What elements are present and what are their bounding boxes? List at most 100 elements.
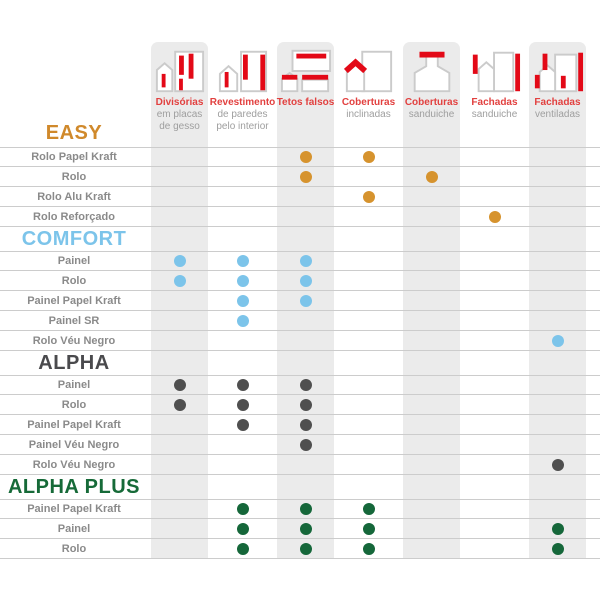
table-row: Rolo Reforçado [0,207,600,227]
matrix-cell [526,376,589,394]
matrix-cell [337,455,400,474]
row-label-cell: Painel [0,252,148,270]
matrix-cell [400,252,463,270]
column-icon-host [532,48,584,94]
matrix-cell [211,376,274,394]
matrix-cell [526,311,589,330]
matrix-cell [274,271,337,290]
matrix-cell [337,291,400,310]
easy-heading-slot: EASY [46,122,102,144]
row-label: Rolo [61,170,87,183]
matrix-cell [337,331,400,350]
column-subtitle-line: sanduiche [408,109,455,120]
matrix-cell [148,500,211,518]
matrix-cell [211,519,274,538]
matrix-cell [148,291,211,310]
table-row: Painel [0,251,600,271]
product-application-dot [488,210,501,223]
matrix-cell [337,519,400,538]
product-application-dot [236,542,249,555]
column-header: Revestimento de paredes pelo interior [210,42,275,147]
row-label: Rolo Reforçado [33,210,115,223]
matrix-cell [463,331,526,350]
row-label-cell: Rolo Reforçado [0,207,148,226]
matrix-cell [400,519,463,538]
section-heading-row: ALPHA PLUS [0,475,600,499]
table-row: Rolo [0,395,600,415]
matrix-cell [463,415,526,434]
matrix-cell [526,519,589,538]
matrix-cell [148,455,211,474]
matrix-cell [274,291,337,310]
product-application-dot [551,458,564,471]
matrix-cell [211,539,274,558]
product-application-dot [236,522,249,535]
product-application-dot [551,542,564,555]
matrix-cell [211,455,274,474]
product-application-dot [299,255,312,267]
matrix-cell [148,148,211,166]
product-application-dot [362,190,375,203]
matrix-cell [274,455,337,474]
ventilated-facades-icon [534,52,583,93]
matrix-header-row: EASY Divisórias em placas de gesso Revest… [0,42,600,147]
matrix-cell [211,271,274,290]
row-label-cell: Painel Papel Kraft [0,500,148,518]
column-title: Fachadas [534,97,581,108]
product-application-dot [236,418,249,431]
matrix-cell [274,148,337,166]
row-label: Rolo Papel Kraft [31,151,117,163]
row-label-cell: Rolo Véu Negro [0,455,148,474]
matrix-cell [274,311,337,330]
matrix-cell [211,311,274,330]
matrix-cell [211,331,274,350]
column-subtitle-line: inclinadas [346,109,391,120]
matrix-cell [463,148,526,166]
matrix-cell [274,500,337,518]
matrix-cell [463,291,526,310]
column-stripe [403,42,460,559]
matrix-cell [400,271,463,290]
product-application-dot [173,379,186,391]
product-application-dot [299,274,312,287]
matrix-cell [337,435,400,454]
row-label: Rolo [61,542,87,555]
table-row: Rolo Véu Negro [0,331,600,351]
matrix-cell [337,148,400,166]
row-label: Painel SR [48,314,100,327]
matrix-cell [526,415,589,434]
row-label: Rolo [61,398,87,411]
matrix-corner: EASY [0,42,148,147]
row-label-cell: Rolo [0,395,148,414]
product-application-dot [173,274,186,287]
column-header: Fachadas sanduiche [463,42,526,147]
matrix-cell [400,376,463,394]
column-subtitle-line: pelo interior [216,121,269,132]
matrix-cell [337,207,400,226]
false-ceilings-icon [280,49,331,93]
table-row: Painel Papel Kraft [0,291,600,311]
row-label: Painel Papel Kraft [27,294,121,307]
matrix-cell [274,376,337,394]
matrix-cell [463,500,526,518]
row-label-cell: Painel Papel Kraft [0,291,148,310]
row-label-cell: Painel [0,376,148,394]
matrix-cell [400,148,463,166]
matrix-cell [274,187,337,206]
matrix-cell [526,500,589,518]
matrix-cell [526,252,589,270]
column-title: Tetos falsos [276,97,335,108]
matrix-cell [148,519,211,538]
matrix-cell [274,331,337,350]
section-heading-cell: ALPHA PLUS [0,475,148,499]
section-heading-alpha: ALPHA [38,352,110,374]
matrix-cell [526,167,589,186]
matrix-cell [463,207,526,226]
table-row: Rolo [0,167,600,187]
matrix-cell [337,252,400,270]
matrix-cell [400,395,463,414]
column-subtitle-line: em placas [156,109,203,120]
matrix-cell [337,187,400,206]
matrix-cell [400,207,463,226]
matrix-cell [463,519,526,538]
